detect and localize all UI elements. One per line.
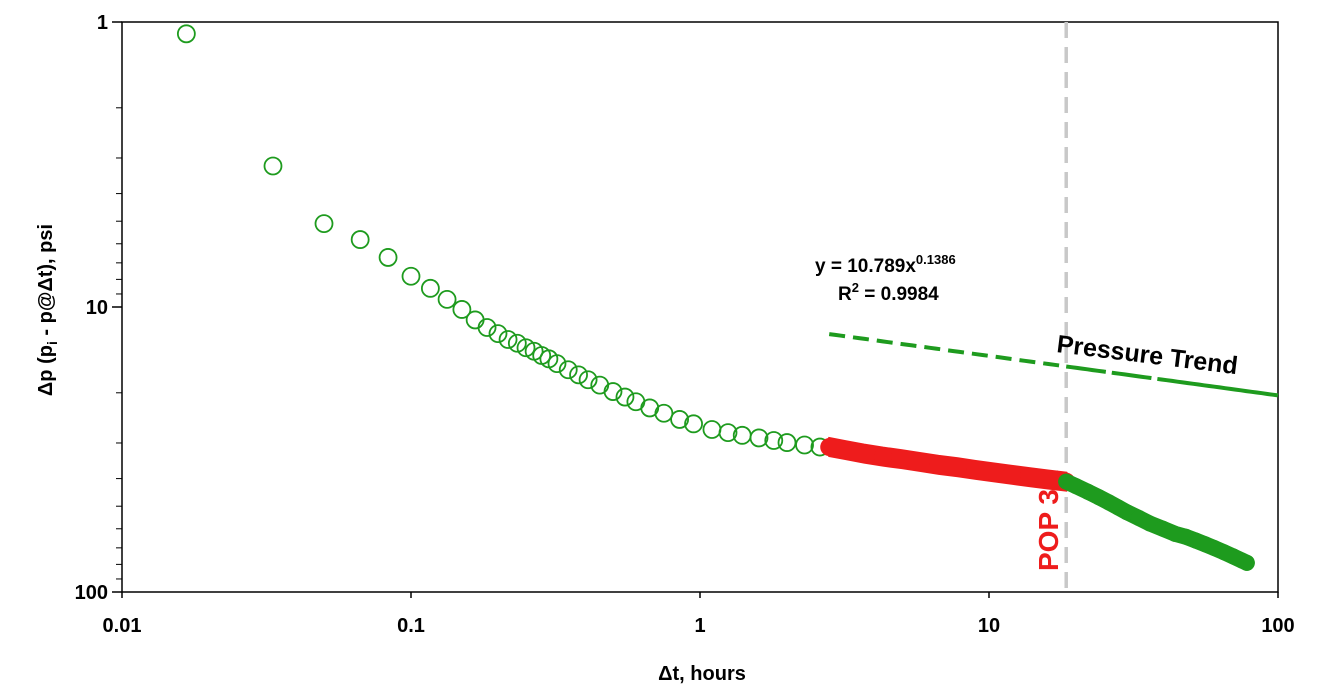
y-tick-label: 100 bbox=[75, 582, 108, 604]
r-squared-base: R bbox=[838, 284, 852, 305]
filled-red-point bbox=[966, 460, 985, 479]
filled-green-point bbox=[1067, 478, 1084, 495]
x-tick-label: 10 bbox=[978, 615, 1000, 637]
y-axis-title-part-2: - p@Δt), psi bbox=[35, 224, 57, 341]
open-circle-point bbox=[488, 324, 508, 344]
x-tick-label: 0.1 bbox=[397, 615, 425, 637]
open-circle-point bbox=[615, 387, 635, 407]
filled-red-point bbox=[911, 453, 930, 472]
filled-red-point bbox=[948, 458, 967, 477]
y-tick-label: 10 bbox=[86, 297, 108, 319]
y-axis-title-part-1: Δp (p bbox=[35, 345, 57, 396]
plot-layer: 1 10 100 0.01 0.1 1 10 100 bbox=[75, 12, 1295, 637]
filled-red-point bbox=[986, 463, 1005, 482]
power-law-fit-line bbox=[828, 332, 1067, 369]
open-circle-point bbox=[764, 431, 784, 450]
filled-green-point bbox=[1238, 554, 1255, 571]
pop-event-label: POP 3H bbox=[1033, 469, 1064, 571]
open-circle-point bbox=[684, 414, 703, 434]
filled-red-point bbox=[836, 441, 855, 460]
open-circle-point bbox=[401, 266, 421, 286]
filled-red-point bbox=[929, 455, 948, 474]
open-circle-point bbox=[437, 289, 457, 309]
open-circle-point bbox=[777, 433, 797, 452]
open-circle-point bbox=[507, 333, 527, 353]
filled-green-point bbox=[1154, 520, 1171, 537]
open-circle-point bbox=[795, 435, 814, 455]
open-circle-point bbox=[654, 403, 674, 423]
open-circle-point bbox=[263, 156, 283, 176]
x-tick-label: 100 bbox=[1261, 615, 1294, 637]
filled-green-point bbox=[1141, 515, 1158, 532]
y-axis-title: Δp (pi - p@Δt), psi bbox=[35, 224, 60, 396]
open-circle-point bbox=[420, 278, 440, 298]
filled-red-point bbox=[820, 438, 839, 457]
filled-red-point bbox=[893, 450, 912, 469]
open-circle-point bbox=[477, 318, 497, 337]
open-circle-point bbox=[547, 354, 567, 374]
open-circle-point bbox=[465, 310, 485, 330]
fit-equation-base: y = 10.789x bbox=[815, 256, 916, 277]
y-tick-label: 1 bbox=[97, 12, 108, 34]
open-circle-point bbox=[314, 214, 334, 234]
open-circle-point bbox=[350, 230, 370, 249]
open-circle-point bbox=[718, 423, 738, 443]
filled-red-point bbox=[874, 447, 893, 466]
filled-red-point bbox=[1022, 468, 1041, 487]
pressure-trend-extension bbox=[1065, 364, 1279, 398]
open-circle-point bbox=[176, 24, 196, 44]
open-circle-point bbox=[749, 428, 769, 448]
open-circle-point bbox=[569, 365, 588, 385]
pressure-trend-label: Pressure Trend bbox=[1055, 330, 1239, 380]
open-circle-point bbox=[516, 338, 536, 358]
open-circle-point bbox=[498, 330, 518, 349]
open-circle-point bbox=[603, 382, 623, 401]
open-circle-point bbox=[670, 410, 690, 429]
r-squared-exponent: 2 bbox=[852, 280, 859, 295]
y-axis-title-subscript: i bbox=[44, 341, 60, 345]
fit-equation: y = 10.789x0.1386 bbox=[815, 252, 956, 277]
open-circle-point bbox=[452, 300, 472, 319]
filled-red-point bbox=[1002, 465, 1021, 484]
open-circle-point bbox=[378, 248, 398, 267]
open-circle-point bbox=[558, 360, 578, 380]
open-circle-point bbox=[702, 420, 722, 439]
filled-green-point bbox=[1118, 504, 1135, 521]
x-tick-label: 0.01 bbox=[103, 615, 142, 637]
x-tick-label: 1 bbox=[694, 615, 705, 637]
fit-equation-exponent: 0.1386 bbox=[916, 252, 956, 267]
r-squared: R2 = 0.9984 bbox=[838, 280, 939, 305]
filled-red-point bbox=[855, 444, 874, 463]
x-axis-title: Δt, hours bbox=[658, 663, 746, 685]
open-circle-point bbox=[578, 370, 598, 390]
r-squared-value: = 0.9984 bbox=[859, 284, 939, 305]
filled-red-point bbox=[1038, 470, 1057, 489]
